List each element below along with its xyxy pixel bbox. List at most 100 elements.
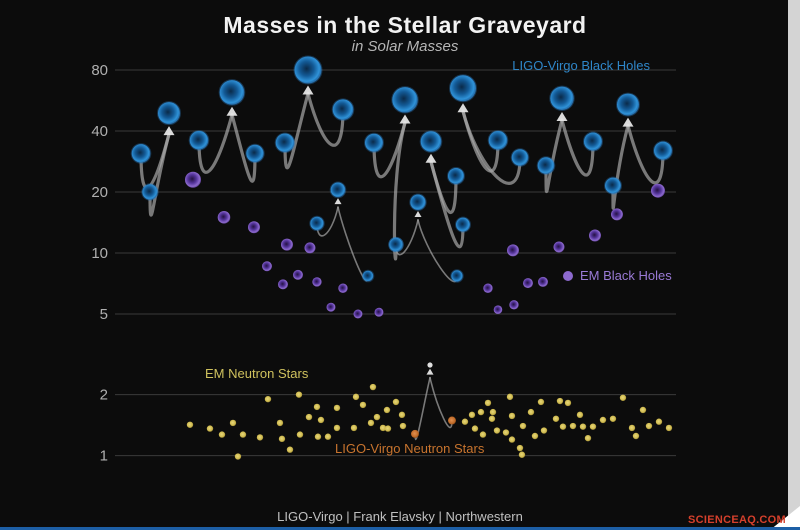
black-hole-progenitor [361, 269, 375, 283]
em-neutron-star-dot [527, 408, 535, 416]
merger-curve [283, 91, 310, 170]
merger-arrowhead-icon [426, 368, 434, 375]
legend-ligo-bh-label: LIGO-Virgo Black Holes [512, 58, 650, 73]
em-neutron-star-dot [493, 427, 501, 434]
black-hole-merger-final [218, 79, 246, 106]
em-neutron-star-dot [508, 412, 516, 420]
black-hole-merger-final [549, 85, 575, 112]
black-hole-merger-final [449, 74, 477, 103]
em-neutron-star-dot [559, 423, 567, 430]
y-tick-label: 80 [91, 62, 108, 79]
em-neutron-star-dot [256, 434, 264, 441]
em-black-hole-dot [493, 305, 503, 315]
black-hole-merger-final [157, 101, 181, 126]
merger-curve [429, 376, 453, 429]
merger-curve [148, 132, 171, 217]
em-black-hole-dot [651, 183, 665, 198]
em-black-hole-dot [326, 302, 336, 312]
black-hole-progenitor [653, 140, 673, 161]
watermark: SCIENCEAQ.COM [687, 514, 786, 526]
y-tick-label: 5 [100, 306, 108, 323]
page-subtitle: in Solar Masses [351, 38, 459, 55]
em-neutron-star-dot [584, 434, 592, 442]
em-neutron-star-dot [373, 413, 381, 421]
em-neutron-star-dot [296, 431, 304, 438]
em-neutron-star-dot [484, 399, 492, 407]
legend-ligo-virgo-neutron-stars: LIGO-Virgo Neutron Stars [335, 441, 484, 456]
black-hole-progenitor [487, 129, 509, 151]
merger-curve [429, 160, 465, 249]
merger-curve [306, 91, 345, 147]
em-neutron-star-dot [556, 397, 564, 405]
legend-ligo-ns-label: LIGO-Virgo Neutron Stars [335, 441, 485, 456]
black-hole-progenitor [245, 143, 265, 164]
black-hole-progenitor [364, 132, 384, 153]
legend-em-ns-label: EM Neutron Stars [205, 366, 309, 381]
black-hole-progenitor [388, 236, 404, 253]
black-hole-progenitor [309, 215, 325, 232]
credit-caption: LIGO-Virgo | Frank Elavsky | Northwester… [277, 509, 523, 524]
neutron-star-dot [411, 429, 419, 438]
em-neutron-star-dot [518, 451, 526, 458]
merger-arrowhead-icon [425, 153, 437, 163]
em-black-hole-dot [281, 238, 293, 251]
black-hole-progenitor [536, 156, 556, 175]
em-neutron-star-dot [286, 446, 294, 453]
merger-arrowhead-icon [457, 103, 469, 113]
legend-em-neutron-stars: EM Neutron Stars [205, 366, 308, 381]
em-bh-legend-dot-icon [563, 271, 573, 281]
em-neutron-star-dot [576, 411, 584, 419]
em-neutron-star-dot [645, 422, 653, 430]
em-neutron-star-dot [392, 398, 400, 406]
em-neutron-star-dot [369, 383, 377, 391]
neutron-star-dot [448, 416, 456, 425]
black-hole-merger-final [616, 92, 640, 117]
em-neutron-star-dot [383, 406, 391, 414]
merger-arrowhead-icon [302, 85, 314, 95]
corner-triangle [770, 506, 800, 530]
em-black-hole-dot [589, 229, 601, 242]
merger-arrowhead-icon [556, 112, 568, 122]
em-neutron-star-dot [665, 424, 673, 432]
merger-arrowhead-icon [334, 198, 342, 205]
em-neutron-star-dot [350, 424, 358, 432]
em-black-hole-dot [538, 276, 548, 287]
merger-arrowhead-icon [163, 126, 175, 136]
em-neutron-star-dot [278, 435, 286, 443]
black-hole-progenitor [455, 216, 471, 233]
em-neutron-star-dot [229, 419, 237, 427]
merger-curve [337, 206, 369, 282]
black-hole-progenitor [604, 176, 622, 195]
em-black-hole-dot [509, 300, 519, 310]
em-neutron-star-dot [206, 425, 214, 432]
merger-arrowhead-icon [399, 114, 411, 124]
em-neutron-star-dot [516, 444, 524, 452]
em-black-hole-dot [312, 277, 322, 287]
em-neutron-star-dot [479, 431, 487, 438]
em-neutron-star-dot [655, 418, 663, 425]
em-black-hole-dot [611, 208, 623, 221]
black-hole-merger-final [329, 181, 347, 199]
em-neutron-star-dot [324, 433, 332, 440]
y-tick-label: 40 [91, 123, 108, 140]
em-neutron-star-dot [333, 424, 341, 432]
em-neutron-star-dot [628, 424, 636, 432]
em-neutron-star-dot [314, 433, 322, 440]
em-neutron-star-dot [569, 422, 577, 430]
em-neutron-star-dot [564, 399, 572, 407]
em-neutron-star-dot [359, 401, 367, 409]
merger-curve [626, 123, 665, 185]
em-neutron-star-dot [488, 415, 496, 422]
em-neutron-star-dot [508, 436, 516, 443]
em-black-hole-dot [304, 242, 316, 254]
black-hole-merger-final [409, 193, 427, 211]
em-neutron-star-dot [399, 422, 407, 430]
y-tick-label: 10 [91, 245, 108, 262]
merger-curve [461, 109, 522, 185]
bns-merger-remnant-dot [427, 362, 433, 368]
em-neutron-star-dot [489, 408, 497, 416]
em-black-hole-dot [374, 307, 384, 317]
em-neutron-star-dot [333, 404, 341, 412]
em-neutron-star-dot [352, 393, 360, 401]
